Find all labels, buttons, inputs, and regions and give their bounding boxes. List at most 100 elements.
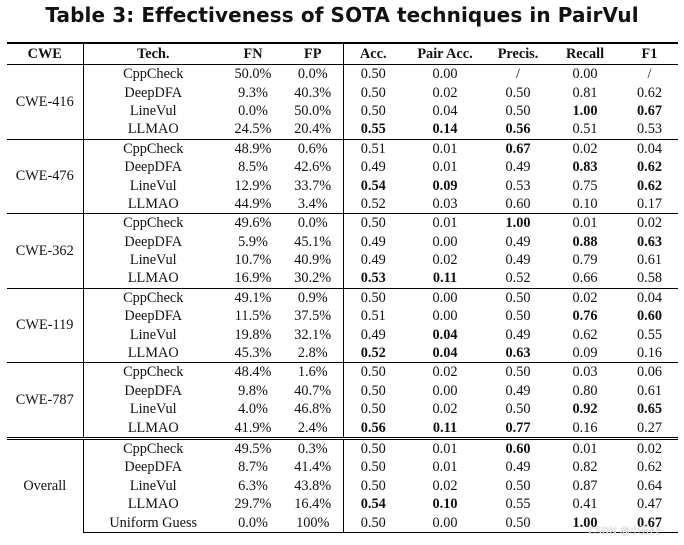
precis-cell: 1.00 xyxy=(487,213,549,233)
acc-cell: 0.53 xyxy=(360,270,386,287)
acc-cell: 0.49 xyxy=(360,252,386,269)
acc-cell: 0.50 xyxy=(360,382,386,399)
fn-cell: 41.9% xyxy=(234,419,272,436)
fp-cell: 37.5% xyxy=(283,307,344,326)
pair-acc-cell: 0.03 xyxy=(432,195,458,212)
column-header-pair-acc: Pair Acc. xyxy=(403,42,487,65)
column-header-tech: Tech. xyxy=(83,42,223,65)
technique-cell: LineVul xyxy=(129,477,177,494)
acc-cell: 0.49 xyxy=(360,159,386,176)
technique-cell: LLMAO xyxy=(127,496,179,513)
precis-cell: 0.55 xyxy=(505,496,531,513)
table-row: LLMAO 24.5% 20.4% 0.55 0.14 0.56 0.51 0.53 xyxy=(7,120,678,140)
technique-cell: LLMAO xyxy=(127,121,179,138)
acc-cell: 0.50 xyxy=(360,401,386,418)
recall-cell: 1.00 xyxy=(549,513,621,533)
f1-cell: 0.04 xyxy=(621,287,678,308)
recall-cell: 0.62 xyxy=(572,326,598,343)
table-row: LLMAO 29.7% 16.4% 0.54 0.10 0.55 0.41 0.47 xyxy=(7,494,678,514)
f1-cell: 0.62 xyxy=(636,177,663,194)
technique-cell: LineVul xyxy=(129,102,177,119)
fp-cell: 33.7% xyxy=(283,176,344,195)
fp-cell: 32.1% xyxy=(283,325,344,344)
pair-acc-cell: 0.00 xyxy=(432,382,458,399)
precis-cell: 0.50 xyxy=(505,308,531,325)
acc-cell: 0.50 xyxy=(343,64,403,84)
table-row: CWE-416 CppCheck 50.0% 0.0% 0.50 0.00/0.00/ xyxy=(7,64,678,140)
table-row: LineVul 0.0% 50.0% 0.50 0.04 0.50 1.00 0.67 xyxy=(7,101,678,121)
pair-acc-cell: 0.04 xyxy=(432,102,458,119)
technique-cell: LLMAO xyxy=(127,270,179,287)
fn-cell: 45.3% xyxy=(234,345,272,362)
table-row: CWE-787 CppCheck 48.4% 1.6% 0.50 0.02 0.50 0.03… xyxy=(7,362,678,439)
fn-cell: 8.5% xyxy=(238,159,268,176)
fn-cell: 0.0% xyxy=(238,102,268,119)
pair-acc-cell: 0.10 xyxy=(432,496,458,513)
table-row: LLMAO 44.9% 3.4% 0.52 0.03 0.60 0.10 0.17 xyxy=(7,194,678,214)
table-row: DeepDFA 9.3% 40.3% 0.50 0.02 0.50 0.81 0.62 xyxy=(7,83,678,102)
precis-cell: 0.60 xyxy=(505,195,531,212)
f1-cell: 0.06 xyxy=(621,362,678,382)
pair-acc-cell: 0.00 xyxy=(403,287,487,308)
f1-cell: 0.60 xyxy=(636,308,663,325)
cwe-group-label: CWE-787 xyxy=(7,362,84,439)
column-header-fp: FP xyxy=(283,42,344,65)
fn-cell: 49.5% xyxy=(223,436,283,459)
acc-cell: 0.50 xyxy=(343,436,403,459)
acc-cell: 0.50 xyxy=(343,362,403,382)
fn-cell: 16.9% xyxy=(234,270,272,287)
fp-cell: 20.4% xyxy=(283,120,344,140)
recall-cell: 0.75 xyxy=(572,177,598,194)
watermark: CSDN @小丑FE xyxy=(588,526,662,537)
cwe-group-label: CWE-119 xyxy=(7,287,84,363)
pair-acc-cell: 0.02 xyxy=(432,401,458,418)
fp-cell: 0.0% xyxy=(283,213,344,233)
precis-cell: 0.50 xyxy=(505,102,531,119)
acc-cell: 0.50 xyxy=(343,513,403,533)
acc-cell: 0.51 xyxy=(343,138,403,158)
precis-cell: 0.49 xyxy=(505,159,531,176)
table-caption: Table 3: Effectiveness of SOTA technique… xyxy=(45,3,639,27)
pair-acc-cell: 0.02 xyxy=(432,252,458,269)
recall-cell: 0.92 xyxy=(572,401,598,418)
pair-acc-cell: 0.00 xyxy=(403,513,487,533)
fp-cell: 2.4% xyxy=(283,418,344,439)
recall-cell: 0.00 xyxy=(549,64,621,84)
table-row: LLMAO 16.9% 30.2% 0.53 0.11 0.52 0.66 0.58 xyxy=(7,269,678,289)
f1-cell: 0.02 xyxy=(621,213,678,233)
table-row: CWE-362 CppCheck 49.6% 0.0% 0.50 0.01 1.00 0.01… xyxy=(7,213,678,289)
table-row: DeepDFA 8.7% 41.4% 0.50 0.01 0.49 0.82 0.62 xyxy=(7,458,678,477)
recall-cell: 0.10 xyxy=(572,195,598,212)
technique-cell: DeepDFA xyxy=(124,233,183,250)
technique-cell: CppCheck xyxy=(83,287,223,308)
acc-cell: 0.50 xyxy=(343,287,403,308)
f1-cell: 0.27 xyxy=(636,419,663,436)
fn-cell: 19.8% xyxy=(234,326,272,343)
precis-cell: 0.53 xyxy=(505,177,531,194)
f1-cell: 0.62 xyxy=(636,159,663,176)
f1-cell: 0.53 xyxy=(636,121,663,138)
fn-cell: 9.8% xyxy=(238,382,268,399)
precis-cell: 0.49 xyxy=(505,252,531,269)
f1-cell: 0.63 xyxy=(636,233,663,250)
technique-cell: LineVul xyxy=(129,177,177,194)
table-row: DeepDFA 11.5% 37.5% 0.51 0.00 0.50 0.76 0.60 xyxy=(7,307,678,326)
technique-cell: LLMAO xyxy=(127,419,179,436)
recall-cell: 0.01 xyxy=(549,213,621,233)
fn-cell: 49.1% xyxy=(223,287,283,308)
pair-acc-cell: 0.01 xyxy=(403,138,487,158)
pair-acc-cell: 0.09 xyxy=(432,177,458,194)
precis-cell: 0.50 xyxy=(487,513,549,533)
fn-cell: 9.3% xyxy=(238,84,268,101)
fn-cell: 8.7% xyxy=(238,459,268,476)
precis-cell: 0.50 xyxy=(505,401,531,418)
technique-cell: CppCheck xyxy=(83,138,223,158)
precis-cell: 0.49 xyxy=(505,233,531,250)
table-row: LineVul 12.9% 33.7% 0.54 0.09 0.53 0.75 0.62 xyxy=(7,176,678,195)
recall-cell: 0.02 xyxy=(549,138,621,158)
recall-cell: 0.83 xyxy=(572,159,598,176)
table-row: CWE-119 CppCheck 49.1% 0.9% 0.50 0.00 0.50 0.02… xyxy=(7,287,678,363)
fp-cell: 2.8% xyxy=(283,343,344,363)
fn-cell: 44.9% xyxy=(234,195,272,212)
fp-cell: 46.8% xyxy=(283,400,344,419)
